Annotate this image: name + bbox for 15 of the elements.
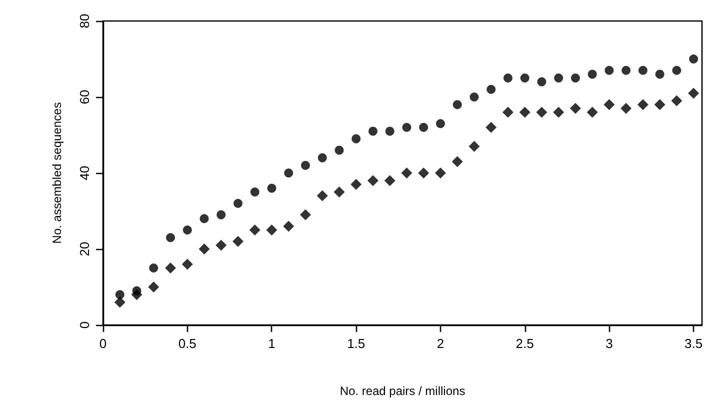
x-tick-label: 0.5 bbox=[178, 336, 196, 351]
y-tick-label: 40 bbox=[77, 166, 92, 180]
x-tick-label: 0 bbox=[99, 336, 107, 351]
x-tick-label: 1 bbox=[268, 336, 276, 351]
y-tick-label: 20 bbox=[77, 242, 92, 256]
x-tick-label: 1.5 bbox=[347, 336, 366, 351]
y-axis-title: No. assembled sequences bbox=[50, 102, 64, 244]
y-tick-label: 80 bbox=[77, 14, 92, 28]
y-tick-label: 60 bbox=[77, 90, 92, 104]
x-tick-label: 3 bbox=[606, 336, 613, 351]
x-tick-label: 2.5 bbox=[516, 336, 534, 351]
x-tick-label: 3.5 bbox=[684, 336, 703, 351]
x-axis-title: No. read pairs / millions bbox=[340, 384, 466, 398]
y-tick-label: 0 bbox=[77, 321, 92, 329]
x-tick-label: 2 bbox=[436, 336, 444, 351]
